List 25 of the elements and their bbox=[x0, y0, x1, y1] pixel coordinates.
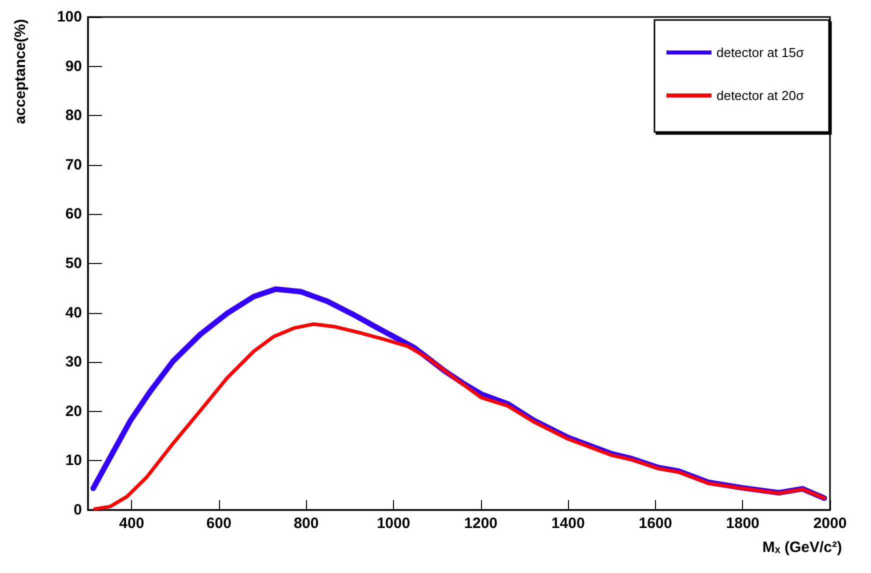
y-tick-label: 20 bbox=[65, 402, 82, 420]
y-tick-label: 50 bbox=[65, 255, 82, 272]
y-axis-title: acceptance(%) bbox=[12, 19, 29, 124]
line-series bbox=[93, 322, 826, 511]
y-tick-label: 90 bbox=[65, 58, 82, 75]
x-tick-label: 600 bbox=[206, 515, 232, 532]
x-tick-label: 1400 bbox=[551, 515, 585, 532]
x-axis-title: Mₓ (GeV/c²) bbox=[762, 539, 842, 556]
x-tick-label: 800 bbox=[294, 515, 319, 532]
x-tick-label: 400 bbox=[119, 515, 144, 532]
x-tick-label: 1800 bbox=[726, 515, 760, 532]
y-tick-label: 80 bbox=[65, 107, 82, 124]
x-tick-label: 2000 bbox=[813, 515, 847, 532]
y-tick-label: 10 bbox=[65, 452, 82, 470]
y-tick-label: 30 bbox=[65, 354, 82, 371]
x-tick-label: 1200 bbox=[464, 515, 498, 532]
y-tick-label: 60 bbox=[65, 206, 82, 223]
y-tick-label: 40 bbox=[65, 304, 82, 322]
y-tick-label: 70 bbox=[65, 156, 82, 174]
legend-label: detector at 20σ bbox=[716, 88, 804, 103]
y-tick-label: 100 bbox=[56, 8, 82, 26]
x-tick-label: 1000 bbox=[376, 515, 410, 532]
legend-label: detector at 15σ bbox=[716, 45, 804, 60]
y-tick-label: 0 bbox=[74, 502, 82, 518]
x-tick-label: 1600 bbox=[638, 515, 672, 532]
